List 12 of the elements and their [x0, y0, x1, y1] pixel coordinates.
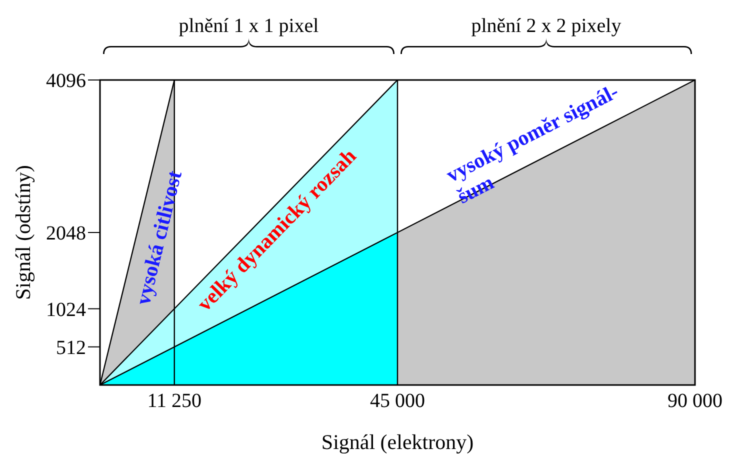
y-tick-label: 1024 — [46, 298, 86, 321]
x-tick-label: 90 000 — [668, 390, 722, 412]
y-tick-label: 2048 — [46, 222, 86, 245]
y-tick-label: 4096 — [46, 70, 86, 92]
text: plnění 1 x 1 pixel — [178, 15, 320, 37]
x-axis-title: Signál (elektrony) — [321, 430, 474, 454]
y-axis-title: Signál (odstíny) — [11, 165, 35, 300]
annotation: vysoká citlivost — [130, 168, 186, 308]
text: plnění 2 x 2 pixely — [471, 15, 622, 37]
y-tick-label: 512 — [56, 336, 86, 359]
x-tick-label: 11 250 — [147, 390, 202, 412]
x-tick-label: 45 000 — [370, 390, 425, 412]
